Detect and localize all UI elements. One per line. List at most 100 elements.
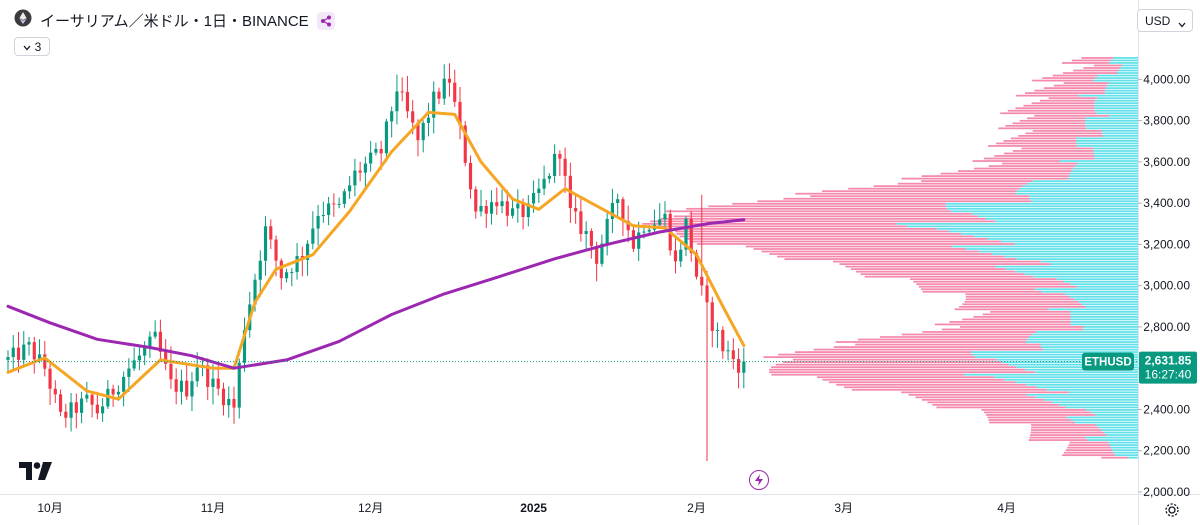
- volume-profile-bar-up: [991, 253, 1138, 255]
- candle-body-down: [574, 208, 578, 212]
- indicator-toggle-button[interactable]: 3: [14, 37, 50, 56]
- candle-body-up: [610, 202, 614, 219]
- volume-profile-bar-up: [1112, 449, 1138, 452]
- volume-profile-bar-down: [1093, 64, 1123, 67]
- volume-profile-bar-down: [745, 245, 953, 248]
- y-tick-label: 2,400.00: [1143, 402, 1190, 416]
- volume-profile-bar-down: [915, 396, 1036, 399]
- volume-profile-bar-down: [1062, 72, 1117, 74]
- volume-profile-bar-up: [1070, 313, 1138, 316]
- volume-profile-bar-up: [948, 230, 1138, 233]
- volume-profile-bar-up: [985, 217, 1138, 220]
- volume-profile-bar-down: [821, 190, 1017, 193]
- volume-profile-bar-up: [1090, 411, 1138, 414]
- share-icon[interactable]: [316, 11, 335, 30]
- candle-body-down: [563, 158, 567, 176]
- volume-profile-bar-down: [936, 406, 1066, 409]
- volume-profile-bar-down: [989, 421, 1076, 424]
- volume-profile-bar-down: [1007, 109, 1095, 112]
- tradingview-logo-icon[interactable]: [19, 462, 53, 485]
- candle-body-up: [227, 398, 231, 406]
- volume-profile-bar-down: [1069, 441, 1109, 444]
- currency-dropdown[interactable]: USD: [1137, 9, 1193, 32]
- lightning-icon[interactable]: [749, 470, 769, 490]
- volume-profile-bar-up: [1087, 439, 1138, 441]
- candle-body-up: [363, 163, 367, 173]
- candle-body-up: [179, 380, 184, 392]
- volume-profile-bar-up: [1015, 192, 1138, 195]
- volume-profile-bar-up: [1096, 97, 1138, 100]
- volume-profile-bar-up: [936, 228, 1138, 230]
- volume-profile-bar-up: [1094, 102, 1138, 105]
- symbol-title[interactable]: イーサリアム／米ドル・1日・BINANCE: [40, 13, 309, 30]
- volume-profile-bar-up: [1074, 298, 1138, 301]
- volume-profile-bar-up: [1029, 336, 1138, 338]
- volume-profile-bar-down: [965, 295, 1070, 298]
- volume-profile-bar-down: [921, 175, 1070, 177]
- volume-profile-bar-down: [864, 275, 1034, 278]
- volume-profile-bar-down: [848, 187, 1020, 190]
- volume-profile-bar-down: [988, 145, 1077, 147]
- volume-profile-bar-down: [964, 300, 1079, 303]
- volume-profile-bar-up: [1093, 79, 1138, 82]
- volume-profile-bar-down: [1024, 92, 1105, 95]
- candle-body-up: [153, 331, 157, 337]
- candle-body-up: [311, 228, 315, 244]
- volume-profile-bar-up: [1015, 270, 1138, 273]
- candle-body-up: [237, 362, 241, 408]
- candle-body-up: [542, 178, 546, 189]
- volume-profile-bar-down: [913, 280, 1064, 283]
- gear-icon[interactable]: [1163, 501, 1181, 519]
- volume-profile-bar-down: [1030, 434, 1107, 436]
- candle-body-down: [269, 226, 273, 240]
- volume-profile-bar-up: [1116, 72, 1138, 74]
- volume-profile-bar-up: [1069, 172, 1138, 175]
- candle-body-up: [263, 226, 268, 261]
- candle-body-down: [437, 91, 441, 99]
- candle-body-down: [279, 260, 283, 279]
- candle-body-up: [658, 219, 662, 225]
- candle-body-down: [721, 329, 725, 352]
- volume-profile-bar-down: [783, 197, 1030, 200]
- volume-profile-bar-down: [959, 326, 1084, 328]
- volume-profile-bar-up: [1095, 112, 1138, 115]
- volume-profile-bar-up: [1068, 391, 1138, 394]
- candle-body-up: [37, 354, 42, 360]
- volume-profile-bar-up: [1071, 419, 1138, 421]
- candle-body-up: [242, 330, 247, 363]
- candle-body-down: [495, 202, 499, 207]
- volume-profile-bar-down: [972, 160, 1060, 162]
- volume-profile-bar-up: [1025, 368, 1138, 371]
- candle-body-up: [69, 402, 73, 418]
- sma-short-line: [6, 110, 746, 401]
- volume-profile-bar-up: [1032, 333, 1138, 336]
- volume-profile-bar-down: [851, 388, 1047, 391]
- candle-body-down: [416, 122, 420, 141]
- volume-profile-bar-up: [978, 250, 1138, 253]
- volume-profile-bar-up: [1005, 268, 1138, 271]
- volume-profile-bar-down: [1065, 449, 1113, 452]
- volume-profile-bar-down: [673, 215, 978, 218]
- volume-profile-bar-down: [636, 225, 907, 228]
- candle-body-down: [169, 363, 173, 380]
- candle-body-up: [306, 243, 310, 260]
- volume-profile-bar-up: [1094, 155, 1138, 157]
- volume-profile-bar-down: [642, 222, 897, 225]
- candle-body-down: [505, 201, 509, 216]
- candle-body-down: [736, 359, 741, 373]
- y-tick-label: 3,200.00: [1143, 237, 1190, 251]
- volume-profile-bar-down: [839, 263, 1051, 265]
- volume-profile-bar-up: [1025, 341, 1138, 343]
- volume-profile-bar-up: [1113, 57, 1138, 59]
- volume-profile-bar-down: [965, 298, 1075, 301]
- volume-profile-bar-down: [769, 368, 1026, 371]
- candle-body-down: [710, 302, 714, 331]
- volume-profile-bar-down: [922, 290, 1042, 293]
- last-price-value: 2,631.85: [1145, 354, 1192, 368]
- volume-profile-bar-up: [1070, 323, 1138, 326]
- volume-profile-bar-up: [1085, 436, 1138, 439]
- volume-profile-bar-up: [1029, 195, 1138, 198]
- volume-profile-bar-down: [778, 353, 973, 356]
- candle-body-down: [274, 239, 278, 261]
